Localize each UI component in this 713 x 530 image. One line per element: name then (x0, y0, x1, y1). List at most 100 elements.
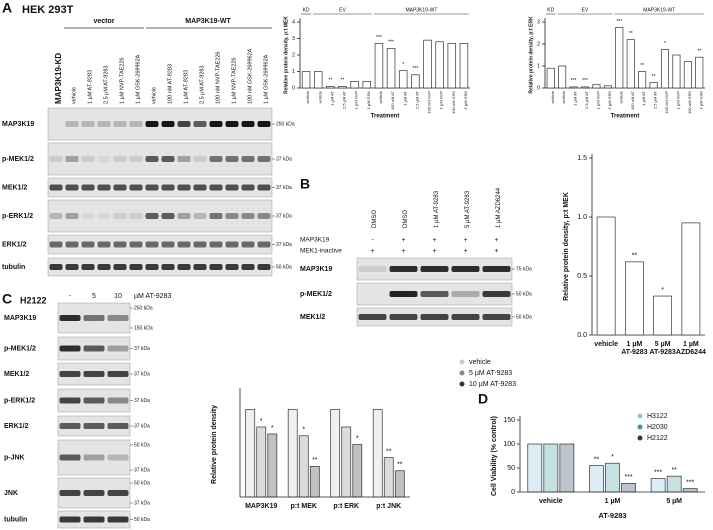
marker-label: 37 kDa (134, 423, 150, 429)
blot-band (209, 241, 223, 248)
blot-band (113, 241, 127, 248)
legend-label: vehicle (469, 359, 491, 366)
marker-label: 50 kDa (516, 314, 532, 320)
blot-band (107, 423, 129, 429)
blot-band (83, 490, 105, 496)
blot-band (145, 264, 159, 270)
group-label: MAP3K19-WT (405, 7, 437, 13)
cell-line: HEK 293T (22, 4, 74, 16)
blot-band (358, 314, 387, 320)
group-label: vector (93, 18, 114, 25)
blot-band (451, 314, 480, 320)
bar (596, 216, 616, 336)
blot-band (65, 213, 79, 219)
blot-band (83, 345, 105, 352)
blot-band (113, 156, 127, 162)
marker-label: 37 kDa (134, 346, 150, 352)
blot-band (129, 156, 143, 162)
x-tick-label: 5 µM (655, 341, 671, 348)
row-label: p-ERK1/2 (4, 397, 35, 404)
legend-label: H2122 (647, 435, 668, 442)
x-tick-label: 1 µM (605, 498, 621, 505)
marker-label: 150 kDa (134, 325, 153, 331)
blot-band (209, 121, 223, 127)
lane-label: 10 (114, 293, 122, 300)
bar (350, 81, 359, 89)
bar (341, 426, 352, 498)
blot-band (420, 266, 449, 272)
bar (287, 409, 298, 498)
blot-band (145, 184, 159, 191)
x-tick-label: 2.5 µM AT (584, 90, 589, 109)
blot-band (193, 156, 207, 162)
bar (650, 478, 666, 493)
y-tick-label: 3 (292, 36, 295, 42)
blot-band (389, 291, 418, 297)
row-label: MAP3K19 (4, 315, 36, 322)
blot-band (97, 156, 111, 162)
bar (459, 43, 469, 89)
lane-label: 1 µM AT-9283 (183, 70, 189, 104)
blot-band (59, 490, 81, 496)
significance: *** (376, 35, 382, 41)
blot-band (83, 454, 105, 461)
significance: ** (312, 457, 318, 464)
blot-band (225, 184, 239, 191)
bar (411, 74, 420, 89)
blot-band (177, 264, 191, 270)
blot-band (145, 121, 159, 127)
bar (267, 433, 278, 498)
marker-label: 50 kDa (134, 480, 150, 486)
lane-label: - (69, 293, 72, 300)
blot (47, 199, 273, 233)
marker-label: 37 kDa (276, 185, 292, 191)
significance: ** (671, 467, 677, 474)
blot-band (358, 266, 387, 272)
blot-band (177, 184, 191, 191)
blot-band (49, 184, 63, 191)
bar (372, 409, 383, 498)
lane-label: 1 µM GSK-269962A (135, 54, 141, 104)
x-tick-label: vehicle (594, 341, 618, 348)
bar (589, 465, 604, 493)
x-tick-label: 1 µM NVP (439, 91, 444, 110)
x-tick-label: 100 nM AT (630, 90, 635, 110)
x-tick-label: vehicle (317, 90, 322, 103)
x-tick-label: 1 µM (627, 341, 643, 348)
condition-mark: + (401, 248, 405, 255)
bar (374, 43, 384, 89)
significance: *** (571, 78, 577, 84)
significance: * (664, 41, 666, 47)
condition-mark: - (371, 237, 374, 244)
x-axis-title: Treatment (611, 114, 640, 120)
lane-label: 100 nM NVP-TAE226 (215, 52, 221, 104)
condition-label: MEK1-inactive (300, 248, 342, 255)
x-tick-label: 1 µM GSK (366, 91, 371, 110)
condition-mark: + (370, 248, 374, 255)
bar (682, 488, 698, 493)
bar (603, 85, 612, 89)
blot-band (451, 291, 480, 297)
y-axis-title: Relative protein density (211, 405, 218, 484)
x-tick-label: 1 µM AT (641, 90, 646, 105)
lane-label: 1 µM NVP-TAE226 (119, 58, 125, 104)
y-axis-title: Cell Viability (% control) (491, 416, 498, 496)
x-tick-label: 2.5 µM AT (342, 90, 347, 109)
bar (624, 261, 644, 336)
x-tick-label: MAP3K19 (245, 503, 277, 510)
x-tick-label: 1 µM AT (402, 90, 407, 105)
bar (558, 65, 567, 89)
legend-marker (637, 424, 643, 430)
blot-band (113, 264, 127, 270)
blot-band (257, 184, 271, 191)
condition-mark: + (401, 237, 405, 244)
marker-label: 37 kDa (134, 500, 150, 506)
blot-band (97, 121, 111, 127)
bar (626, 39, 635, 89)
blot-band (59, 516, 81, 523)
blot-band (59, 423, 81, 429)
bar (592, 84, 601, 89)
blot-band (257, 156, 271, 162)
blot-band (113, 213, 127, 219)
